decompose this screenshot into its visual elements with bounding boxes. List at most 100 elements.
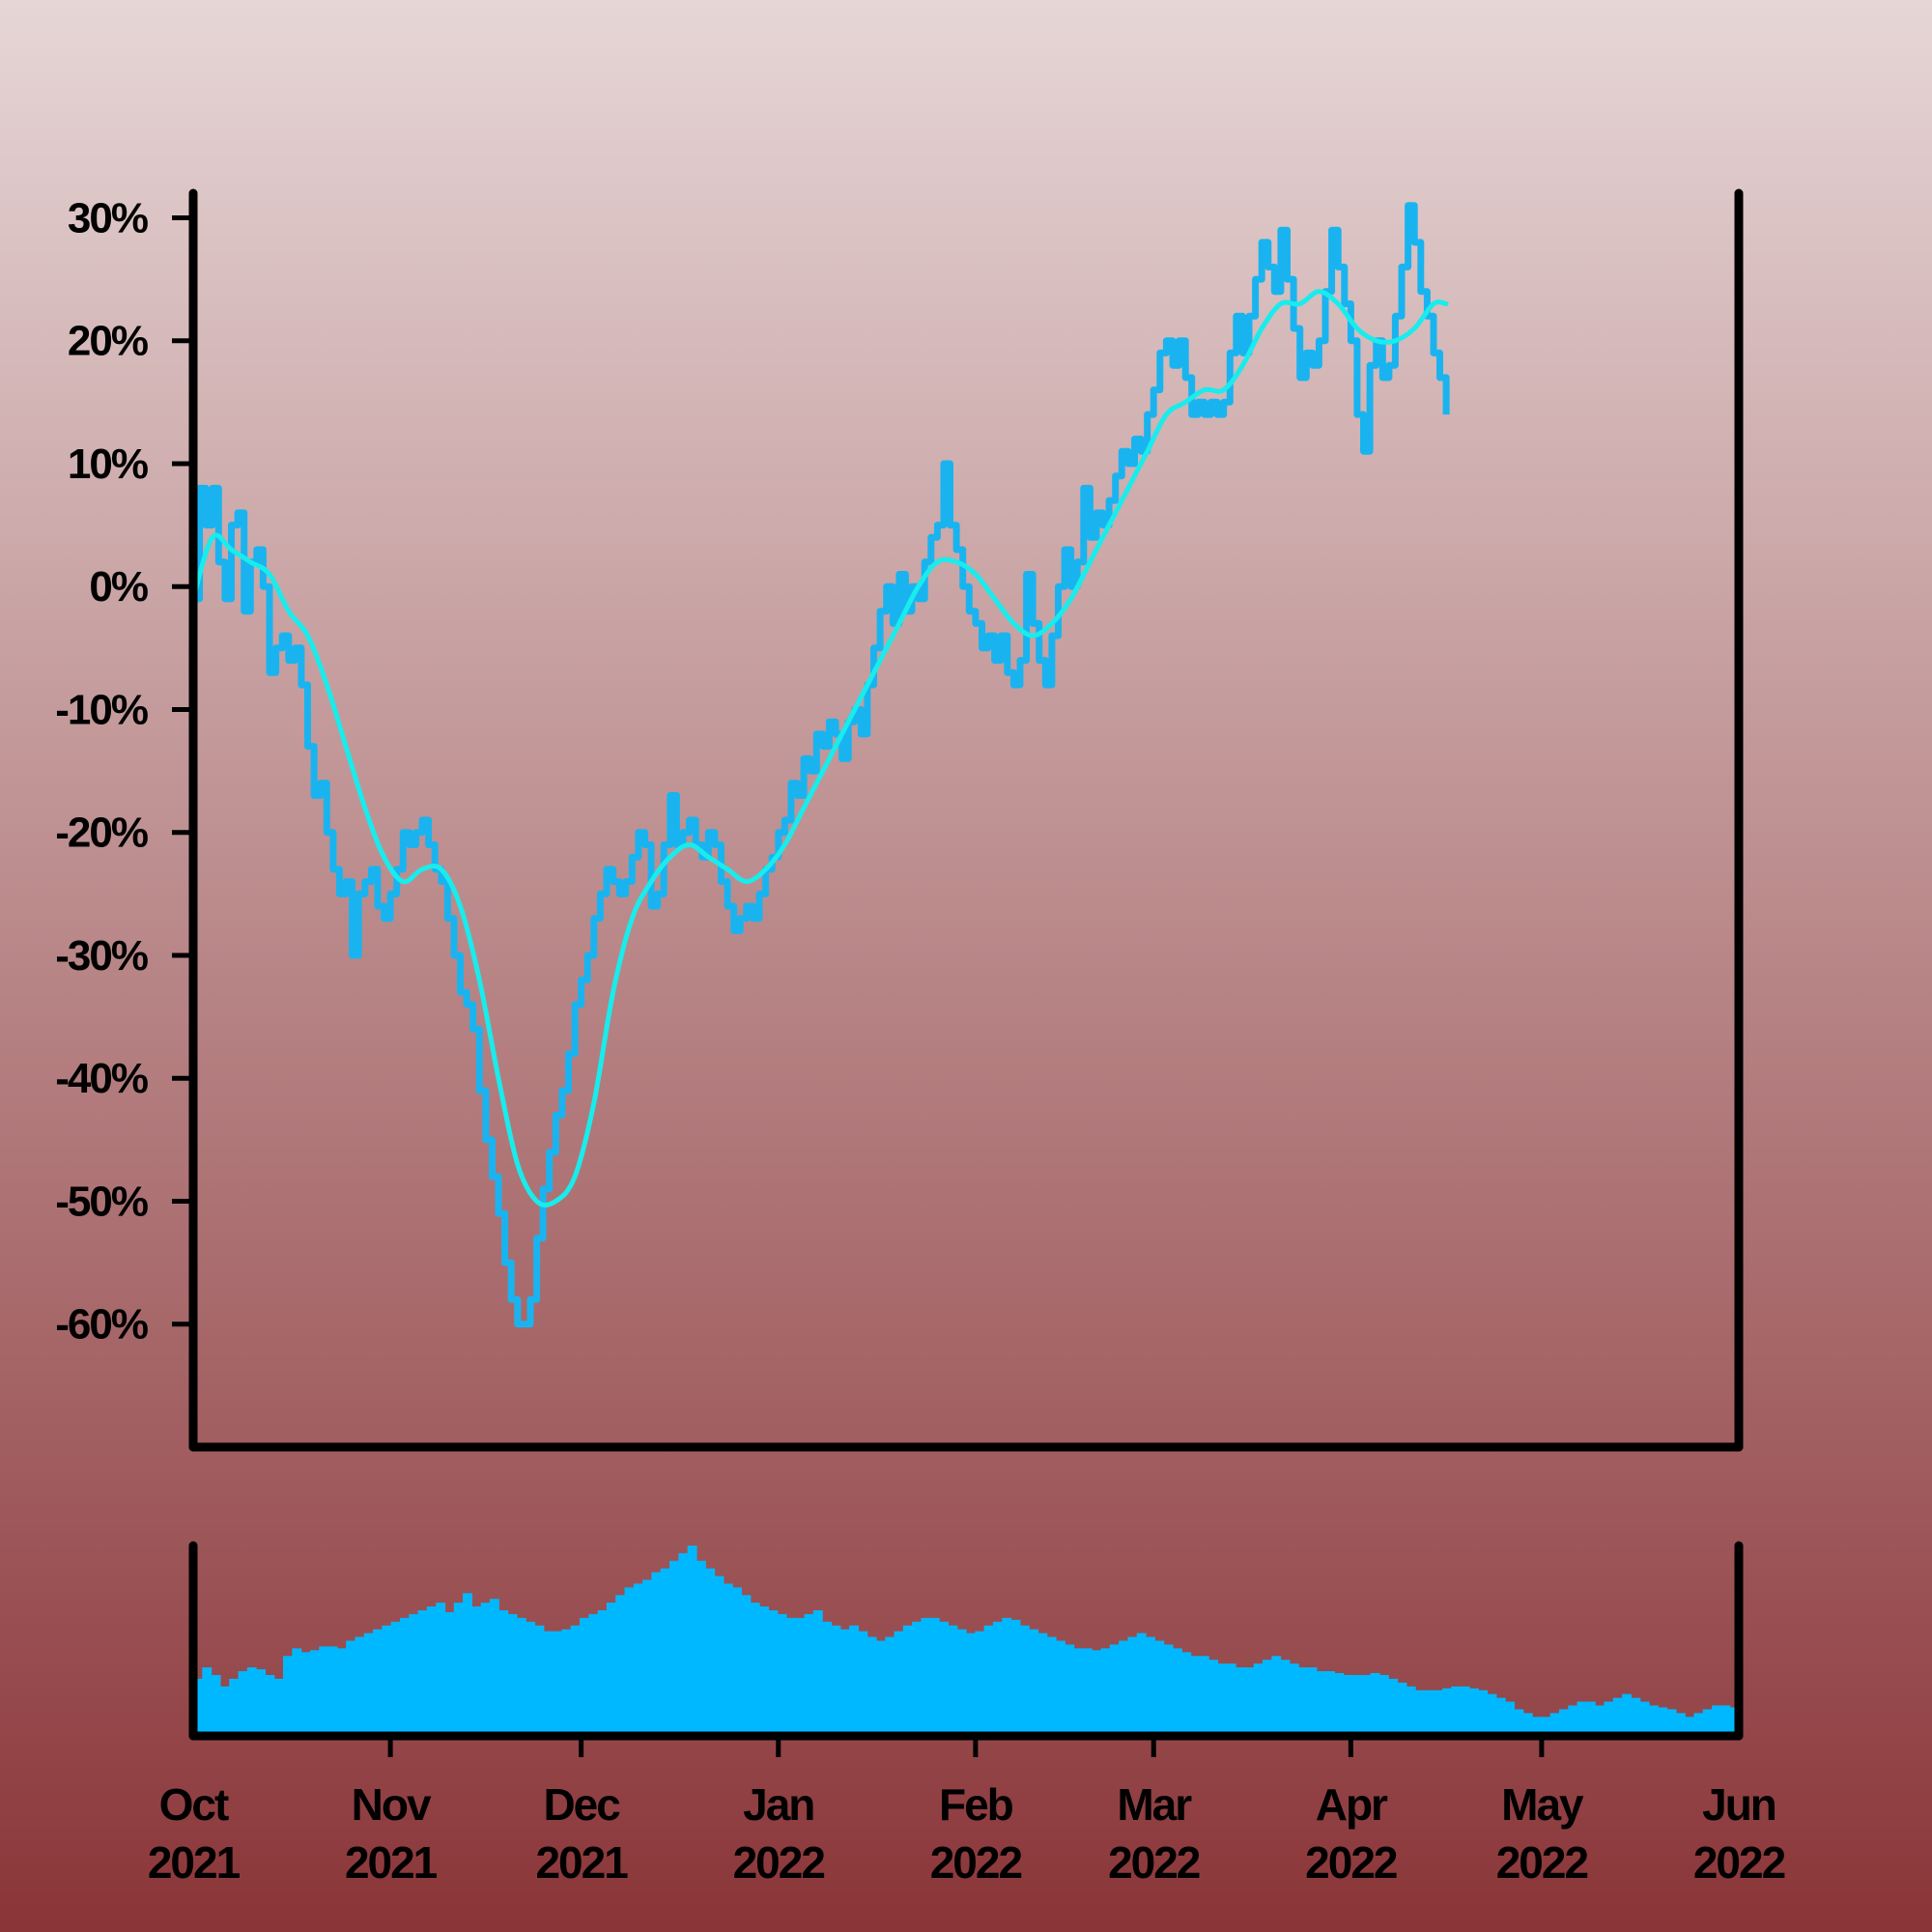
volume-bar bbox=[687, 1546, 697, 1736]
volume-bar bbox=[355, 1636, 365, 1736]
volume-bar bbox=[1065, 1644, 1075, 1736]
y-tick-label: -20% bbox=[55, 810, 148, 857]
volume-bar bbox=[1334, 1672, 1345, 1736]
volume-bar bbox=[1056, 1640, 1065, 1736]
volume-bar bbox=[498, 1609, 509, 1736]
volume-bar bbox=[759, 1606, 769, 1736]
volume-bar bbox=[570, 1625, 581, 1736]
volume-bar bbox=[1307, 1667, 1318, 1736]
x-tick-month: Mar bbox=[1117, 1779, 1192, 1830]
x-tick-month: Apr bbox=[1316, 1779, 1388, 1830]
volume-bar bbox=[1370, 1672, 1380, 1736]
volume-bar bbox=[507, 1613, 518, 1736]
volume-bar bbox=[1495, 1697, 1506, 1736]
volume-bar bbox=[1604, 1701, 1614, 1736]
y-tick-label: -10% bbox=[55, 686, 148, 733]
volume-bar bbox=[812, 1609, 823, 1736]
volume-bar bbox=[1073, 1648, 1084, 1736]
x-tick-year: 2022 bbox=[733, 1837, 825, 1888]
volume-bar bbox=[1595, 1705, 1605, 1736]
volume-bar bbox=[1119, 1640, 1129, 1736]
volume-bar bbox=[839, 1629, 850, 1736]
volume-bar bbox=[902, 1625, 913, 1736]
volume-bar bbox=[1019, 1625, 1030, 1736]
volume-bar bbox=[193, 1678, 203, 1736]
volume-bar bbox=[1361, 1674, 1372, 1736]
volume-bar bbox=[426, 1606, 437, 1736]
volume-bar bbox=[921, 1617, 931, 1736]
volume-bar bbox=[633, 1583, 643, 1736]
volume-bar bbox=[1685, 1717, 1695, 1736]
x-tick-month: Nov bbox=[352, 1779, 432, 1830]
volume-bar bbox=[1388, 1678, 1399, 1736]
volume-bar bbox=[822, 1621, 833, 1736]
volume-bar bbox=[678, 1552, 689, 1736]
volume-bars bbox=[193, 1546, 1740, 1736]
volume-bar bbox=[875, 1640, 886, 1736]
volume-bar bbox=[1451, 1686, 1462, 1736]
volume-bar bbox=[1298, 1667, 1309, 1736]
volume-bar bbox=[1406, 1686, 1416, 1736]
volume-bar bbox=[238, 1671, 248, 1736]
volume-bar bbox=[1505, 1701, 1516, 1736]
volume-bar bbox=[1190, 1656, 1201, 1736]
volume-bar bbox=[1622, 1693, 1632, 1736]
volume-bar bbox=[849, 1625, 859, 1736]
volume-bar bbox=[319, 1646, 329, 1736]
volume-bar bbox=[1577, 1701, 1587, 1736]
volume-bar bbox=[660, 1568, 670, 1736]
volume-bar bbox=[1181, 1652, 1192, 1736]
volume-bar bbox=[543, 1631, 554, 1736]
volume-bar bbox=[966, 1633, 976, 1736]
volume-bar bbox=[292, 1648, 302, 1736]
volume-bar bbox=[219, 1686, 230, 1736]
volume-bar bbox=[265, 1674, 275, 1736]
volume-bar bbox=[327, 1646, 338, 1736]
volume-bar bbox=[534, 1625, 545, 1736]
volume-bar bbox=[580, 1617, 589, 1736]
volume-bar bbox=[480, 1603, 491, 1736]
volume-bar bbox=[489, 1599, 499, 1736]
volume-bar bbox=[1549, 1713, 1560, 1736]
volume-bar bbox=[436, 1603, 446, 1736]
volume-bar bbox=[417, 1609, 428, 1736]
volume-bar bbox=[831, 1625, 841, 1736]
volume-bar bbox=[867, 1636, 877, 1736]
volume-bar bbox=[1002, 1617, 1012, 1736]
volume-bar bbox=[1702, 1709, 1713, 1736]
volume-bar bbox=[346, 1640, 356, 1736]
volume-bar bbox=[283, 1656, 293, 1736]
volume-bar bbox=[992, 1621, 1003, 1736]
volume-bar bbox=[1415, 1690, 1426, 1736]
volume-bar bbox=[1109, 1644, 1120, 1736]
volume-bar bbox=[1675, 1713, 1686, 1736]
volume-bar bbox=[1217, 1663, 1228, 1736]
volume-bar bbox=[1522, 1713, 1533, 1736]
volume-bar bbox=[1226, 1663, 1236, 1736]
y-tick-label: -50% bbox=[55, 1178, 148, 1225]
x-tick-month: Jan bbox=[743, 1779, 813, 1830]
volume-bar bbox=[1163, 1644, 1174, 1736]
x-tick-month: Feb bbox=[939, 1779, 1013, 1830]
x-tick-year: 2021 bbox=[535, 1837, 628, 1888]
volume-bar bbox=[651, 1572, 662, 1736]
x-tick-year: 2021 bbox=[148, 1837, 241, 1888]
volume-bar bbox=[956, 1629, 967, 1736]
volume-bar bbox=[1712, 1705, 1721, 1736]
y-tick-label: -60% bbox=[55, 1301, 148, 1349]
x-tick-year: 2022 bbox=[1693, 1837, 1785, 1888]
volume-bar bbox=[453, 1603, 464, 1736]
volume-bar bbox=[615, 1595, 626, 1736]
x-tick-month: May bbox=[1501, 1779, 1584, 1830]
volume-bar bbox=[1343, 1674, 1353, 1736]
volume-bar bbox=[1442, 1688, 1452, 1736]
volume-bar bbox=[1433, 1690, 1443, 1736]
volume-bar bbox=[516, 1617, 526, 1736]
volume-bar bbox=[785, 1617, 796, 1736]
volume-bar bbox=[202, 1667, 213, 1736]
volume-bar bbox=[256, 1669, 267, 1736]
volume-bar bbox=[723, 1583, 733, 1736]
volume-bar bbox=[1666, 1709, 1677, 1736]
